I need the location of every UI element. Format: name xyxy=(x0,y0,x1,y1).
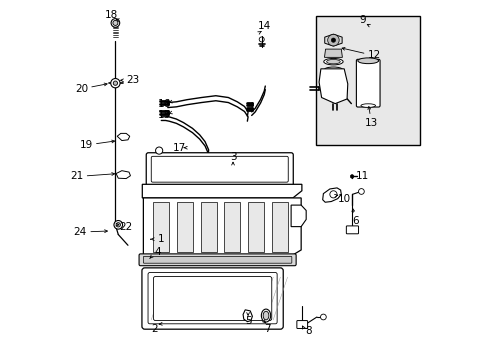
Text: 12: 12 xyxy=(367,50,380,60)
Polygon shape xyxy=(324,34,342,46)
FancyBboxPatch shape xyxy=(151,156,287,182)
Polygon shape xyxy=(271,202,287,252)
Circle shape xyxy=(327,35,339,46)
Circle shape xyxy=(113,21,118,26)
Polygon shape xyxy=(290,205,305,226)
Ellipse shape xyxy=(263,311,268,320)
Text: 2: 2 xyxy=(150,324,157,334)
Bar xyxy=(316,16,419,145)
Text: 19: 19 xyxy=(79,140,92,150)
Circle shape xyxy=(358,189,364,194)
Circle shape xyxy=(329,191,336,198)
Circle shape xyxy=(113,81,117,85)
Text: 6: 6 xyxy=(352,216,358,226)
Text: 22: 22 xyxy=(119,222,132,232)
Text: 21: 21 xyxy=(70,171,83,181)
FancyBboxPatch shape xyxy=(356,59,379,107)
Polygon shape xyxy=(324,49,342,57)
Text: 7: 7 xyxy=(264,324,270,334)
Ellipse shape xyxy=(326,59,340,64)
Text: 13: 13 xyxy=(365,118,378,128)
FancyBboxPatch shape xyxy=(148,273,277,324)
Ellipse shape xyxy=(357,58,378,64)
Ellipse shape xyxy=(261,309,270,322)
Text: 15: 15 xyxy=(158,111,171,121)
FancyBboxPatch shape xyxy=(296,320,307,328)
Polygon shape xyxy=(142,184,301,198)
Polygon shape xyxy=(201,202,216,252)
Text: 9: 9 xyxy=(359,15,366,26)
FancyBboxPatch shape xyxy=(139,254,296,266)
Text: 18: 18 xyxy=(104,10,118,20)
Polygon shape xyxy=(177,202,192,252)
Text: 24: 24 xyxy=(74,227,87,237)
FancyBboxPatch shape xyxy=(142,268,283,329)
FancyBboxPatch shape xyxy=(346,226,358,234)
Ellipse shape xyxy=(360,104,375,107)
Circle shape xyxy=(111,19,120,27)
Circle shape xyxy=(349,175,353,178)
Polygon shape xyxy=(117,134,129,140)
FancyBboxPatch shape xyxy=(153,276,271,320)
Text: 23: 23 xyxy=(126,75,139,85)
Polygon shape xyxy=(319,69,347,104)
Polygon shape xyxy=(243,310,252,321)
Text: 5: 5 xyxy=(244,316,251,325)
Text: 17: 17 xyxy=(172,143,185,153)
Polygon shape xyxy=(116,171,130,179)
Polygon shape xyxy=(224,202,240,252)
Circle shape xyxy=(155,147,163,154)
Polygon shape xyxy=(143,198,301,256)
Text: 14: 14 xyxy=(257,21,270,31)
Polygon shape xyxy=(322,188,341,202)
Text: 11: 11 xyxy=(355,171,369,181)
Polygon shape xyxy=(153,202,169,252)
Text: 10: 10 xyxy=(337,194,350,204)
Text: 8: 8 xyxy=(305,326,312,336)
Text: 3: 3 xyxy=(229,152,236,162)
Circle shape xyxy=(110,78,120,88)
Circle shape xyxy=(259,37,264,42)
Text: 4: 4 xyxy=(154,247,161,257)
Text: 20: 20 xyxy=(75,84,88,94)
Polygon shape xyxy=(247,202,264,252)
FancyBboxPatch shape xyxy=(143,256,291,263)
Text: 16: 16 xyxy=(158,99,171,109)
Text: 1: 1 xyxy=(158,234,164,244)
Ellipse shape xyxy=(324,67,342,72)
Circle shape xyxy=(320,314,325,320)
Circle shape xyxy=(116,223,120,227)
FancyBboxPatch shape xyxy=(146,153,293,186)
Circle shape xyxy=(114,221,122,229)
Ellipse shape xyxy=(323,58,343,65)
Circle shape xyxy=(330,38,335,42)
